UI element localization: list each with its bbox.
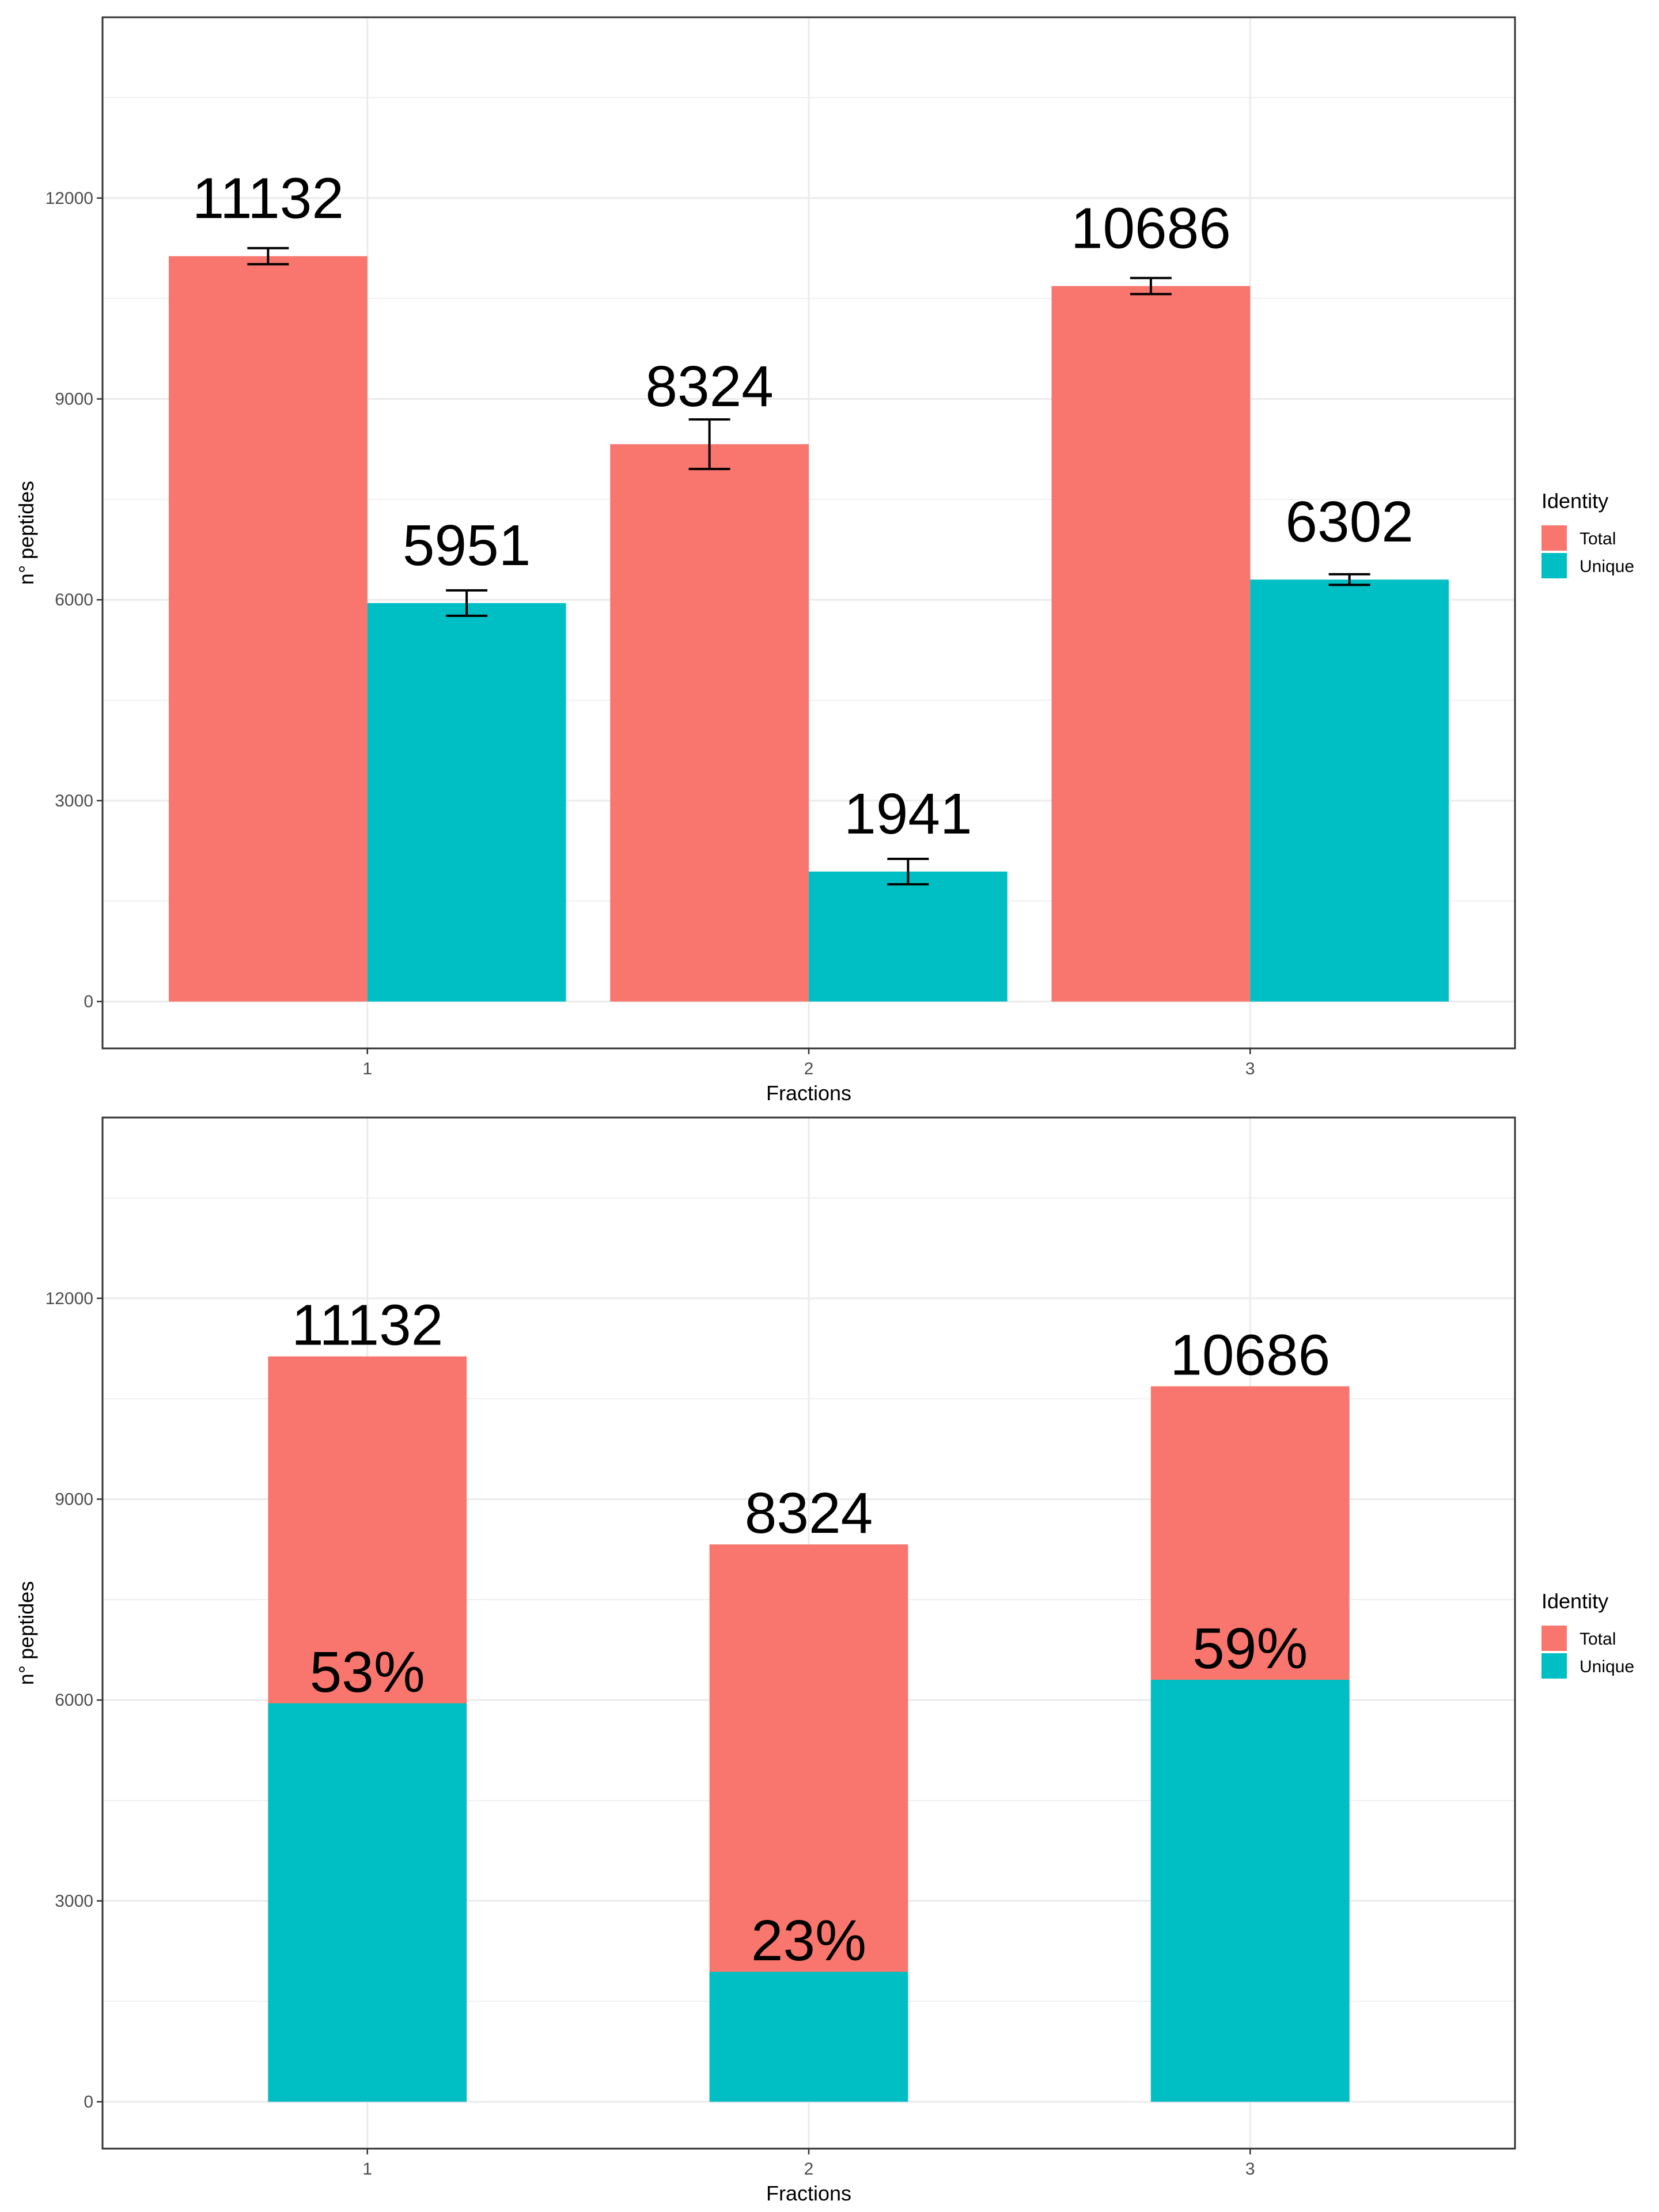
y-tick-label: 3000	[55, 791, 93, 810]
x-tick-label: 3	[1245, 2160, 1255, 2179]
bar-unique-1	[268, 1703, 467, 2102]
legend-item-label: Total	[1580, 1630, 1616, 1649]
y-axis-title: n° peptides	[14, 481, 38, 585]
y-tick-label: 6000	[55, 1691, 93, 1710]
data-label: 11132	[192, 166, 344, 231]
legend-key-unique	[1541, 1653, 1567, 1679]
total-label: 10686	[1170, 1323, 1330, 1388]
y-tick-label: 9000	[55, 1490, 93, 1509]
legend-item-label: Unique	[1580, 1657, 1634, 1676]
x-axis-title: Fractions	[766, 2181, 851, 2205]
data-label: 10686	[1071, 196, 1231, 261]
x-tick-label: 1	[362, 1059, 372, 1078]
bar-total-2	[610, 444, 809, 1002]
y-tick-label: 6000	[55, 590, 93, 609]
chart-panel-1: 0 3000 6000 9000 12000 11132 5951 8324 1941 10686…	[14, 16, 1634, 1105]
legend-title: Identity	[1541, 489, 1608, 513]
percent-label: 23%	[751, 1908, 866, 1973]
bar-unique-1	[367, 603, 566, 1002]
x-tick-label: 3	[1245, 1059, 1255, 1078]
y-tick-label: 3000	[55, 1892, 93, 1911]
y-tick-label: 9000	[55, 390, 93, 409]
x-tick-label: 2	[804, 2160, 814, 2179]
legend-key-total	[1541, 525, 1567, 551]
data-label: 8324	[645, 354, 773, 419]
x-tick-label: 1	[362, 2160, 372, 2179]
bar-total-3	[1051, 286, 1251, 1002]
legend-item-label: Unique	[1580, 557, 1634, 576]
bar-unique-2	[709, 1972, 908, 2102]
data-label: 1941	[844, 782, 972, 846]
y-tick-label: 0	[84, 2093, 93, 2112]
bar-unique-2	[809, 872, 1007, 1002]
bar-total-1	[168, 256, 368, 1002]
chart-panel-2: 0 3000 6000 9000 12000 11132 53% 8324 23% 10686 59…	[14, 1116, 1634, 2205]
data-label: 5951	[403, 513, 531, 578]
y-tick-label: 12000	[46, 189, 93, 208]
total-label: 11132	[291, 1293, 443, 1358]
y-tick-label: 12000	[46, 1289, 93, 1308]
legend-title: Identity	[1541, 1589, 1608, 1613]
y-axis-title: n° peptides	[14, 1581, 38, 1685]
legend-key-unique	[1541, 553, 1567, 578]
data-label: 6302	[1285, 490, 1413, 554]
y-tick-label: 0	[84, 993, 93, 1012]
x-tick-label: 2	[804, 1059, 814, 1078]
total-label: 8324	[745, 1481, 873, 1546]
bar-unique-3	[1250, 579, 1449, 1002]
x-axis-title: Fractions	[766, 1081, 851, 1105]
percent-label: 59%	[1192, 1616, 1308, 1681]
legend-key-total	[1541, 1626, 1567, 1651]
bar-unique-3	[1150, 1680, 1350, 2102]
legend-item-label: Total	[1580, 529, 1616, 548]
percent-label: 53%	[310, 1640, 425, 1705]
